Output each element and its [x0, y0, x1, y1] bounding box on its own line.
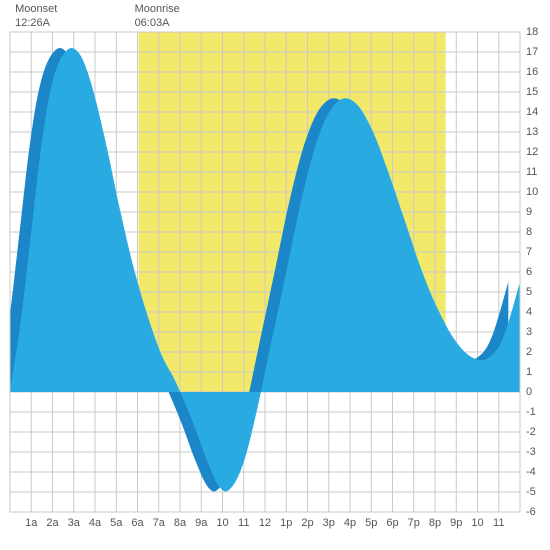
- x-tick-label: 7a: [153, 517, 165, 529]
- x-tick-label: 11: [493, 517, 504, 529]
- y-tick-label: 5: [526, 286, 532, 298]
- x-tick-label: 6p: [386, 517, 398, 529]
- moonset-time: 12:26A: [15, 16, 57, 30]
- x-tick-label: 1p: [280, 517, 292, 529]
- moonset-label: Moonset 12:26A: [15, 2, 57, 31]
- x-tick-label: 4p: [344, 517, 356, 529]
- y-tick-label: 12: [526, 146, 538, 158]
- y-tick-label: 6: [526, 266, 532, 278]
- y-tick-label: -2: [526, 426, 536, 438]
- x-tick-label: 10: [216, 517, 228, 529]
- y-tick-label: 15: [526, 86, 538, 98]
- x-tick-label: 11: [238, 517, 249, 529]
- y-tick-label: 0: [526, 386, 532, 398]
- x-tick-label: 5p: [365, 517, 377, 529]
- y-tick-label: -4: [526, 466, 536, 478]
- y-tick-label: 2: [526, 346, 532, 358]
- y-tick-label: 1: [526, 366, 532, 378]
- y-tick-label: -3: [526, 446, 536, 458]
- y-tick-label: -6: [526, 506, 536, 518]
- x-tick-label: 3a: [68, 517, 80, 529]
- x-tick-label: 6a: [131, 517, 143, 529]
- y-tick-label: 18: [526, 26, 538, 38]
- x-tick-label: 9p: [450, 517, 462, 529]
- y-tick-label: 3: [526, 326, 532, 338]
- x-tick-label: 4a: [89, 517, 101, 529]
- x-tick-label: 3p: [323, 517, 335, 529]
- x-tick-label: 10: [471, 517, 483, 529]
- y-tick-label: 16: [526, 66, 538, 78]
- y-tick-label: -1: [526, 406, 536, 418]
- y-tick-label: 17: [526, 46, 538, 58]
- moonset-title: Moonset: [15, 2, 57, 16]
- x-tick-label: 7p: [408, 517, 420, 529]
- x-tick-label: 1a: [25, 517, 37, 529]
- tide-chart-svg: [0, 0, 550, 550]
- x-tick-label: 9a: [195, 517, 207, 529]
- x-tick-label: 8p: [429, 517, 441, 529]
- y-tick-label: 11: [526, 166, 537, 178]
- moonrise-label: Moonrise 06:03A: [135, 2, 180, 31]
- y-tick-label: 4: [526, 306, 532, 318]
- y-tick-label: -5: [526, 486, 536, 498]
- y-tick-label: 13: [526, 126, 538, 138]
- x-tick-label: 8a: [174, 517, 186, 529]
- y-tick-label: 8: [526, 226, 532, 238]
- x-tick-label: 12: [259, 517, 271, 529]
- y-tick-label: 7: [526, 246, 532, 258]
- x-tick-label: 2a: [46, 517, 58, 529]
- moonrise-time: 06:03A: [135, 16, 180, 30]
- x-tick-label: 5a: [110, 517, 122, 529]
- tide-chart: Moonset 12:26A Moonrise 06:03A 1a 2a 3a 4a 5…: [0, 0, 550, 550]
- y-tick-label: 9: [526, 206, 532, 218]
- y-tick-label: 10: [526, 186, 538, 198]
- moonrise-title: Moonrise: [135, 2, 180, 16]
- y-tick-label: 14: [526, 106, 538, 118]
- x-tick-label: 2p: [301, 517, 313, 529]
